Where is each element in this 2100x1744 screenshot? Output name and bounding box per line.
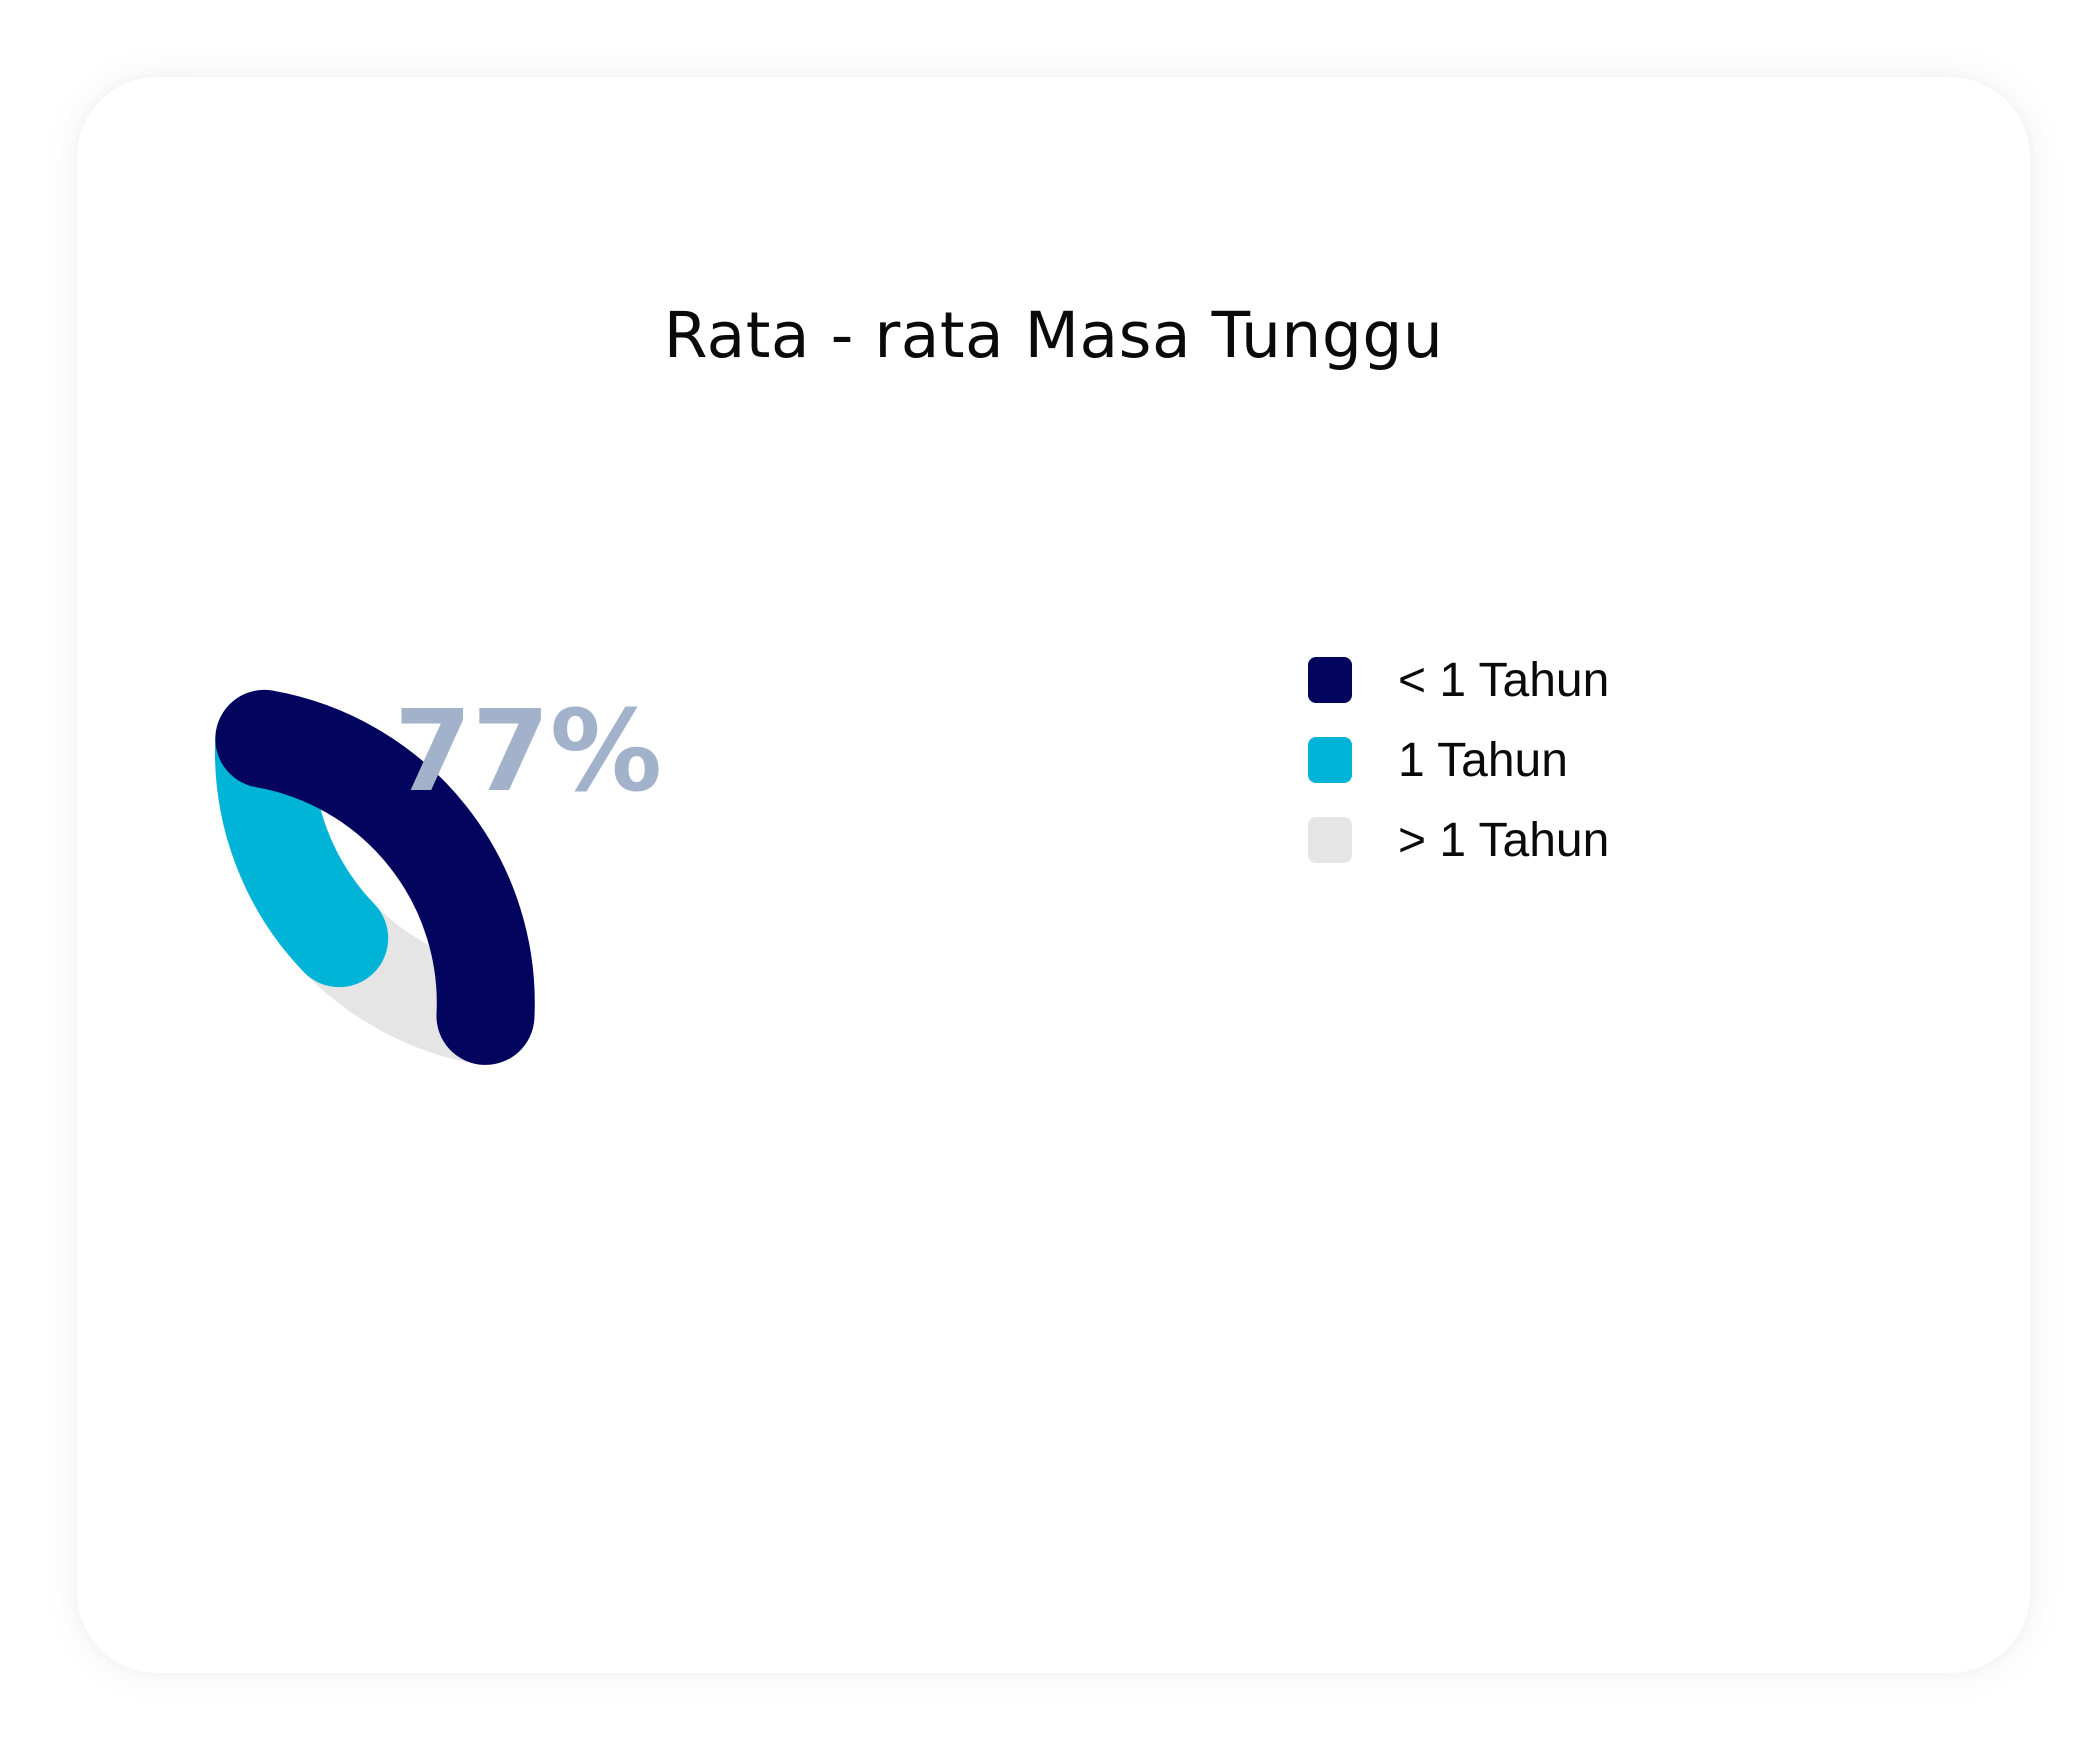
center-value-label: 77%: [394, 687, 662, 817]
legend-swatch-1-year: [1308, 737, 1352, 783]
legend-item: < 1 Tahun: [1308, 640, 1609, 720]
legend-label: 1 Tahun: [1398, 733, 1568, 787]
donut-chart: 77%: [215, 687, 662, 1065]
legend-item: 1 Tahun: [1308, 720, 1609, 800]
slice-less-than-1-year: [215, 689, 535, 1065]
legend-swatch-more-than-1-year: [1308, 817, 1352, 863]
legend-swatch-less-than-1-year: [1308, 657, 1352, 703]
chart-legend: < 1 Tahun 1 Tahun > 1 Tahun: [1308, 640, 1609, 880]
legend-label: < 1 Tahun: [1398, 653, 1610, 707]
chart-title: Rata - rata Masa Tunggu: [663, 299, 1444, 372]
legend-label: > 1 Tahun: [1398, 813, 1610, 867]
legend-item: > 1 Tahun: [1308, 800, 1609, 880]
